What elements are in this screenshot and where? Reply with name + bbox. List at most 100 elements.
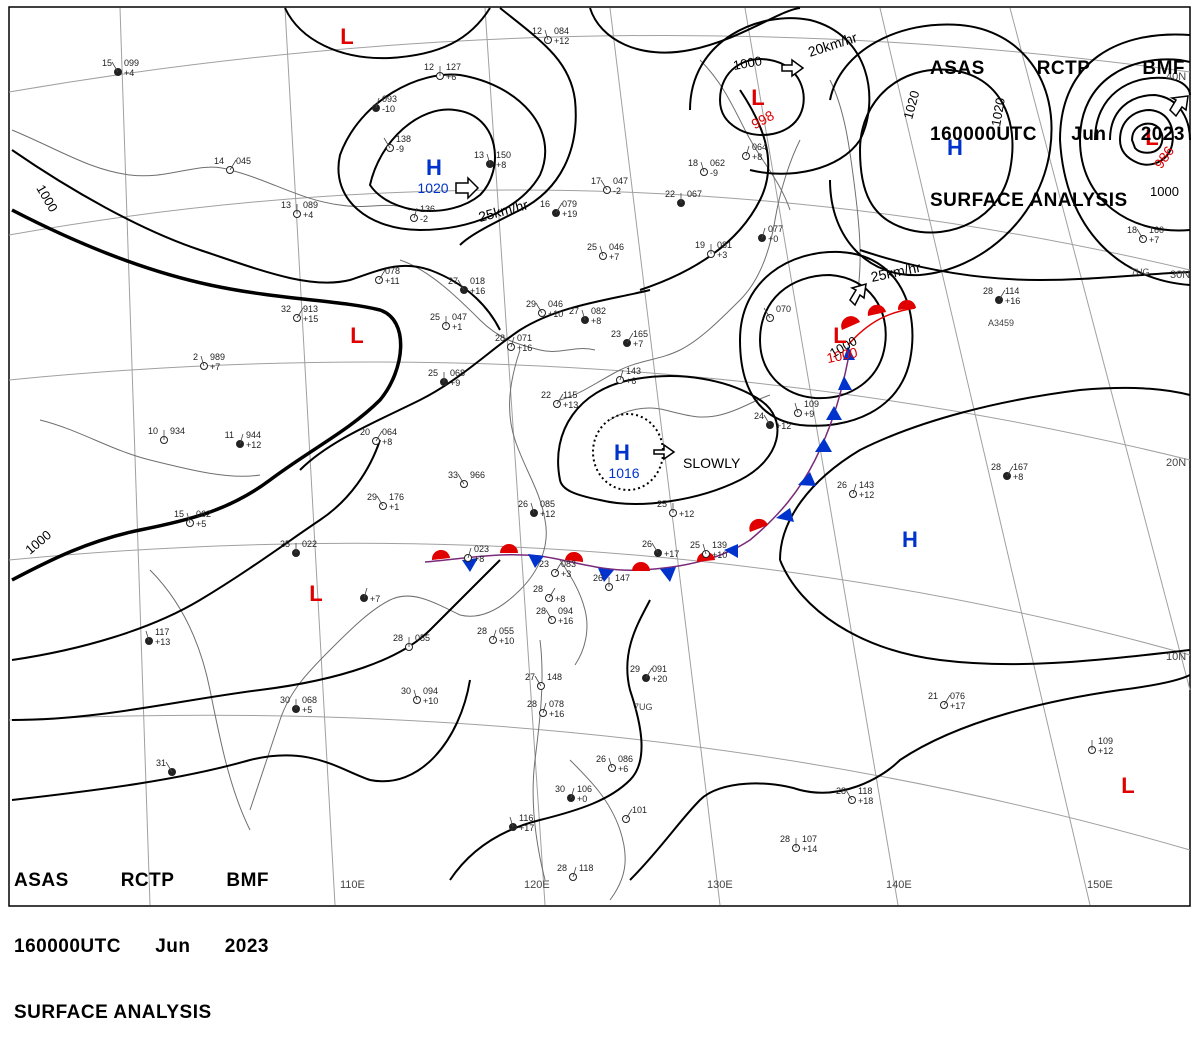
station-pressure: 109 (804, 399, 819, 409)
coastline-philippines-south (569, 759, 626, 901)
station-pressure: 047 (452, 312, 467, 322)
parallel-10n (8, 542, 1191, 656)
station-plot: 28 055+10 (477, 626, 514, 646)
footer-product: SURFACE ANALYSIS (14, 1002, 212, 1023)
station-pressure: 076 (950, 691, 965, 701)
station-pressure: 143 (859, 480, 874, 490)
wind-barb-icon (542, 702, 547, 714)
station-temperature: 25 (430, 312, 440, 322)
station-pressure: 118 (858, 786, 872, 796)
warm-front-semicircle (431, 549, 450, 560)
station-temperature: 26 (642, 539, 652, 549)
isobar-low-998-outer (689, 17, 871, 175)
station-plot: +7 (360, 587, 380, 604)
isobar-japan (639, 89, 770, 291)
wind-barb-icon (794, 402, 799, 414)
cold-front-symbols (462, 346, 855, 582)
station-temperature: 23 (611, 329, 621, 339)
station-pressure: 055 (499, 626, 514, 636)
station-identifier: A3459 (988, 318, 1014, 328)
station-pressure: 176 (389, 492, 404, 502)
station-plot: 18 160+7 (1127, 225, 1164, 245)
station-pressure: 139 (712, 540, 727, 550)
high-pressure-center: H (614, 440, 630, 465)
station-pressure: 046 (609, 242, 624, 252)
station-plot: 12 084+12 (532, 26, 569, 46)
meridian-160e (1009, 7, 1191, 691)
station-plot: 12 127+6 (424, 62, 461, 82)
station-pressure-tendency: +10 (548, 309, 563, 319)
system-motion-label: SLOWLY (683, 455, 741, 471)
station-temperature: 28 (477, 626, 487, 636)
station-pressure-tendency: +5 (196, 519, 206, 529)
cold-front-triangle (776, 508, 794, 522)
warm-front-semicircle (500, 544, 518, 553)
warm-front-semicircle (897, 299, 916, 310)
station-temperature: 15 (174, 509, 184, 519)
station-pressure: 078 (549, 699, 564, 709)
station-pressure-tendency: +13 (563, 400, 578, 410)
station-pressure: 106 (577, 784, 592, 794)
parallel-30n (8, 189, 1191, 271)
station-plot: 078+11 (375, 266, 400, 286)
parallel-40n (8, 34, 1191, 93)
station-pressure-tendency: +20 (652, 674, 667, 684)
header-top-right: ASAS RCTP BMF 160000UTC Jun 2023 SURFACE ANA… (930, 14, 1190, 234)
station-temperature: 17 (591, 176, 601, 186)
station-pressure: 070 (776, 304, 791, 314)
motion-arrow-high-1020 (455, 176, 480, 200)
station-temperature: 2 (193, 352, 198, 362)
station-temperature: 22 (541, 390, 551, 400)
isobar-south-east (629, 674, 1191, 881)
station-plot: 17 047-2 (591, 176, 628, 196)
wind-barb-icon (535, 302, 543, 314)
graticule-labels: 110E 120E 130E 140E 150E 40N 30N 20N 10N (340, 71, 1190, 891)
station-pressure: 147 (615, 573, 630, 583)
warm-front-semicircle (841, 316, 860, 330)
station-plot: 28 078+16 (527, 699, 564, 719)
isobar-east-mid (779, 386, 1191, 561)
warm-front-symbols (431, 299, 916, 571)
station-pressure: 064 (752, 142, 767, 152)
cold-front-triangle (724, 544, 738, 558)
station-pressure-tendency: +3 (717, 250, 727, 260)
station-plot: 28 167+8 (991, 462, 1028, 482)
coastline-luzon (559, 559, 588, 666)
station-pressure-tendency: +12 (1098, 746, 1113, 756)
isobar-1000-thick (11, 208, 403, 582)
station-pressure: 114 (1005, 286, 1019, 296)
isobar-low-998 (718, 58, 805, 136)
station-plot: 101 (622, 805, 647, 823)
isobar-low-986-1 (1109, 93, 1191, 141)
wind-barb-icon (413, 207, 418, 219)
station-temperature: 28 (983, 286, 993, 296)
station-pressure: 023 (474, 544, 489, 554)
station-pressure: 115 (563, 390, 577, 400)
station-plot: 28 118+18 (836, 786, 873, 806)
station-pressure-tendency: +16 (1005, 296, 1020, 306)
station-pressure: 078 (385, 266, 400, 276)
station-plot: 10 934 (148, 426, 185, 444)
latitude-label: 40N (1166, 71, 1186, 83)
station-pressure-tendency: -10 (382, 104, 395, 114)
wind-barb-icon (1136, 228, 1144, 240)
wind-barb-icon (763, 414, 771, 426)
station-plot: 077+0 (758, 224, 783, 244)
low-pressure-center: L (340, 24, 353, 49)
station-pressure-tendency: +6 (446, 72, 456, 82)
footer-month: Jun (155, 936, 191, 957)
station-pressure: 093 (382, 94, 397, 104)
station-plot: 21 076+17 (928, 691, 965, 711)
station-plot: 30 094+10 (401, 686, 438, 706)
wind-barb-icon (763, 307, 771, 319)
longitude-label: 130E (707, 879, 733, 891)
wind-barb-icon (570, 787, 575, 799)
station-pressure-tendency: +0 (577, 794, 587, 804)
isobar-north-2 (459, 7, 577, 246)
latitude-label: 30N (1170, 269, 1190, 281)
wind-barb-icon (544, 29, 549, 41)
station-temperature: 30 (555, 784, 565, 794)
isobar-value-label: 1000 (732, 53, 763, 73)
station-plot: 26 085+12 (518, 499, 555, 519)
station-plot: 26 086+6 (596, 754, 633, 774)
